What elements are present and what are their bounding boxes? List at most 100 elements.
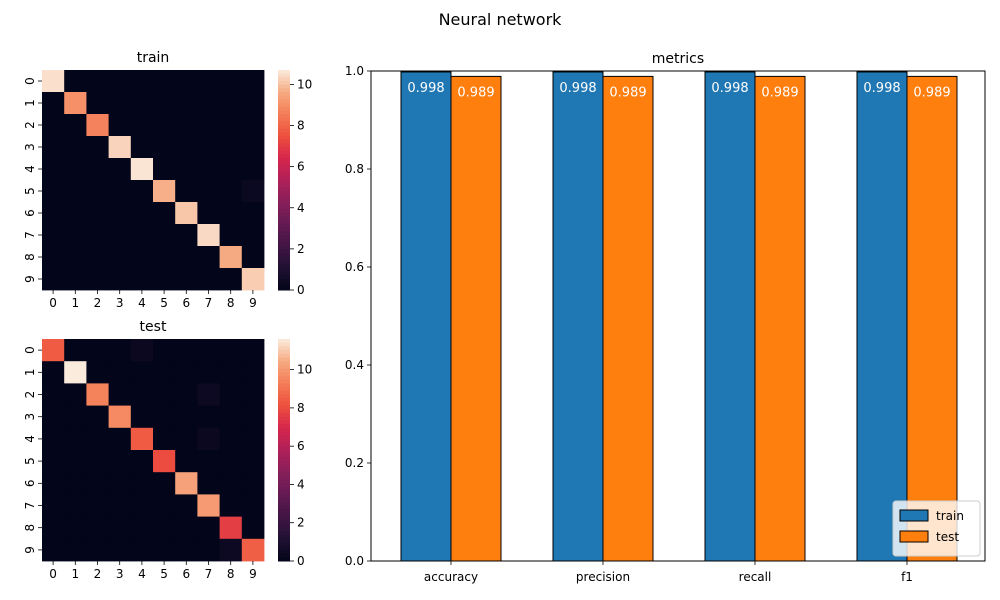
heatmap-cell: [175, 450, 198, 473]
colorbar-segment: [278, 453, 290, 458]
heatmap-cell: [197, 450, 220, 473]
heatmap-cell: [153, 180, 176, 203]
heatmap-cell: [108, 70, 132, 93]
heatmap-cell: [108, 450, 132, 473]
colorbar-segment: [278, 487, 290, 492]
heatmap-cell: [130, 158, 154, 181]
heatmap-cell: [153, 494, 176, 517]
colorbar-segment: [278, 409, 290, 414]
heatmap-cell: [64, 70, 87, 93]
colorbar-segment: [278, 431, 290, 436]
bar-value-label: 0.989: [761, 85, 798, 100]
colorbar-segment: [278, 461, 290, 466]
colorbar-segment: [278, 516, 290, 521]
colorbar-tick-label: 2: [297, 516, 305, 530]
colorbar-segment: [278, 150, 290, 155]
heatmap-cell: [241, 224, 265, 247]
heatmap-cell: [42, 224, 65, 247]
colorbar-segment: [278, 542, 290, 547]
heatmap-cell: [175, 202, 198, 225]
heatmap-cell: [130, 538, 154, 562]
heatmap-cell: [241, 92, 265, 115]
colorbar-segment: [278, 475, 290, 481]
heatmap-cell: [219, 538, 243, 562]
heatmap-cell: [64, 472, 87, 495]
heatmap-cell: [219, 268, 243, 291]
heatmap-cell: [108, 224, 132, 247]
heatmap-cell: [130, 136, 154, 159]
colorbar-segment: [278, 154, 290, 159]
heatmap-y-tick-label: 0: [23, 346, 37, 354]
heatmap-cell: [175, 405, 198, 429]
colorbar-segment: [278, 538, 290, 543]
colorbar-segment: [278, 339, 290, 344]
heatmap-cell: [64, 361, 87, 384]
heatmap-cell: [241, 339, 265, 362]
heatmap-cell: [219, 114, 243, 137]
colorbar-segment: [278, 479, 290, 484]
bar-chart-title: metrics: [652, 51, 704, 67]
heatmap-x-tick-label: 6: [182, 567, 190, 581]
heatmap-cell: [219, 246, 243, 269]
colorbar-segment: [278, 202, 290, 207]
heatmap-cell: [219, 494, 243, 517]
heatmap-cell: [241, 158, 265, 181]
heatmap-x-tick-label: 8: [227, 567, 235, 581]
heatmap-y-tick-label: 6: [23, 479, 37, 487]
heatmap-cell: [130, 427, 154, 451]
heatmap-cell: [197, 268, 220, 291]
heatmap-cell: [86, 202, 109, 225]
y-tick-label: 0.4: [345, 358, 364, 372]
heatmap-cell: [64, 383, 87, 406]
heatmap-cell: [130, 472, 154, 495]
heatmap-cell: [175, 180, 198, 203]
heatmap-cell: [219, 92, 243, 115]
colorbar-segment: [278, 468, 290, 473]
heatmap-y-tick-label: 6: [23, 209, 37, 217]
heatmap-cell: [175, 158, 198, 181]
colorbar-segment: [278, 191, 290, 196]
colorbar-segment: [278, 472, 290, 477]
bar-train-accuracy: [400, 71, 452, 562]
heatmap-cell: [108, 472, 132, 495]
bar-value-label: 0.998: [559, 81, 596, 96]
heatmap-cell: [86, 268, 109, 291]
bar-test-accuracy: [450, 75, 502, 562]
heatmap-y-tick-label: 2: [23, 391, 37, 399]
colorbar-segment: [278, 249, 290, 254]
heatmap-cell: [64, 92, 87, 115]
colorbar-segment: [278, 405, 290, 410]
bar-value-label: 0.998: [863, 81, 900, 96]
heatmap-cell: [130, 268, 154, 291]
heatmap-cell: [108, 383, 132, 406]
heatmap-cell: [175, 516, 198, 540]
heatmap-cell: [86, 383, 109, 406]
heatmap-cell: [42, 361, 65, 384]
heatmap-cell: [42, 180, 65, 203]
bar-value-label: 0.998: [407, 81, 444, 96]
colorbar-segment: [278, 350, 290, 355]
colorbar-segment: [278, 342, 290, 347]
colorbar-segment: [278, 161, 290, 166]
heatmap-y-tick-label: 3: [23, 143, 37, 151]
colorbar-segment: [278, 77, 290, 82]
heatmap-cell: [175, 246, 198, 269]
colorbar-segment: [278, 379, 290, 384]
heatmap-cell: [153, 427, 176, 451]
legend-label-test: test: [936, 530, 959, 544]
heatmap-cell: [197, 405, 220, 429]
colorbar-segment: [278, 165, 290, 170]
x-tick-label: recall: [739, 570, 772, 584]
heatmap-cell: [219, 516, 243, 540]
heatmap-y-tick-label: 0: [23, 77, 37, 85]
colorbar-segment: [278, 103, 290, 108]
colorbar-segment: [278, 231, 290, 236]
heatmap-y-tick-label: 5: [23, 457, 37, 465]
heatmap-cell: [197, 516, 220, 540]
y-tick-label: 1.0: [345, 64, 364, 78]
heatmap-y-tick-label: 9: [23, 275, 37, 283]
bar-value-label: 0.998: [711, 81, 748, 96]
colorbar-segment: [278, 557, 290, 562]
